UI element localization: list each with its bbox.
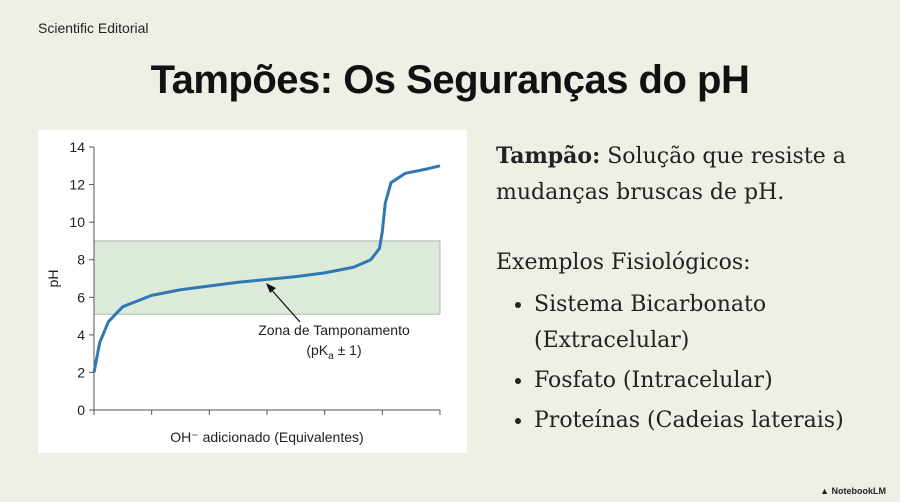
slide-title: Tampões: Os Seguranças do pH: [150, 58, 750, 102]
brand: Scientific Editorial: [38, 20, 149, 36]
annotation-arrow: [268, 286, 301, 323]
examples-list: Sistema Bicarbonato (Extracelular) Fosfa…: [496, 287, 856, 439]
definition-text: Solução que resiste a mudanças bruscas d…: [496, 144, 846, 205]
titration-curve: [92, 164, 441, 373]
annotation-part: ± 1): [334, 342, 362, 358]
y-tick-label: 14: [69, 139, 85, 155]
annotation-part: (pK: [306, 342, 328, 358]
annotation-line: (pKa ± 1): [306, 342, 361, 362]
chart: 0 2 4 6 8 10 12 14 pH OH⁻ adicionado (Equivalente…: [38, 130, 467, 453]
examples-heading: Exemplos Fisiológicos:: [496, 250, 751, 275]
definition: Tampão: Solução que resiste a mudanças b…: [496, 138, 856, 211]
term: Tampão:: [496, 143, 601, 169]
x-axis-label: OH⁻ adicionado (Equivalentes): [170, 429, 363, 445]
y-tick-label: 0: [77, 402, 85, 418]
example: Proteínas (Cadeias laterais): [534, 403, 856, 439]
footer-text: NotebookLM: [831, 486, 887, 496]
y-tick-label: 4: [77, 327, 85, 343]
example: Sistema Bicarbonato (Extracelular): [534, 287, 856, 359]
annotation-sub: a: [328, 351, 334, 362]
y-tick-label: 12: [69, 177, 85, 193]
y-tick-label: 10: [69, 214, 85, 230]
annotation-line: Zona de Tamponamento: [258, 322, 410, 338]
y-tick-label: 6: [77, 289, 85, 305]
footer-brand: ▲ NotebookLM: [820, 486, 886, 496]
example: Fosfato (Intracelular): [534, 363, 856, 399]
buffer-band: [93, 240, 441, 315]
y-tick-label: 8: [77, 252, 85, 268]
y-axis-label: pH: [45, 270, 61, 288]
y-tick-label: 2: [77, 364, 85, 380]
arrow-head: [266, 283, 276, 293]
text-panel: Tampão: Solução que resiste a mudanças b…: [496, 138, 856, 443]
